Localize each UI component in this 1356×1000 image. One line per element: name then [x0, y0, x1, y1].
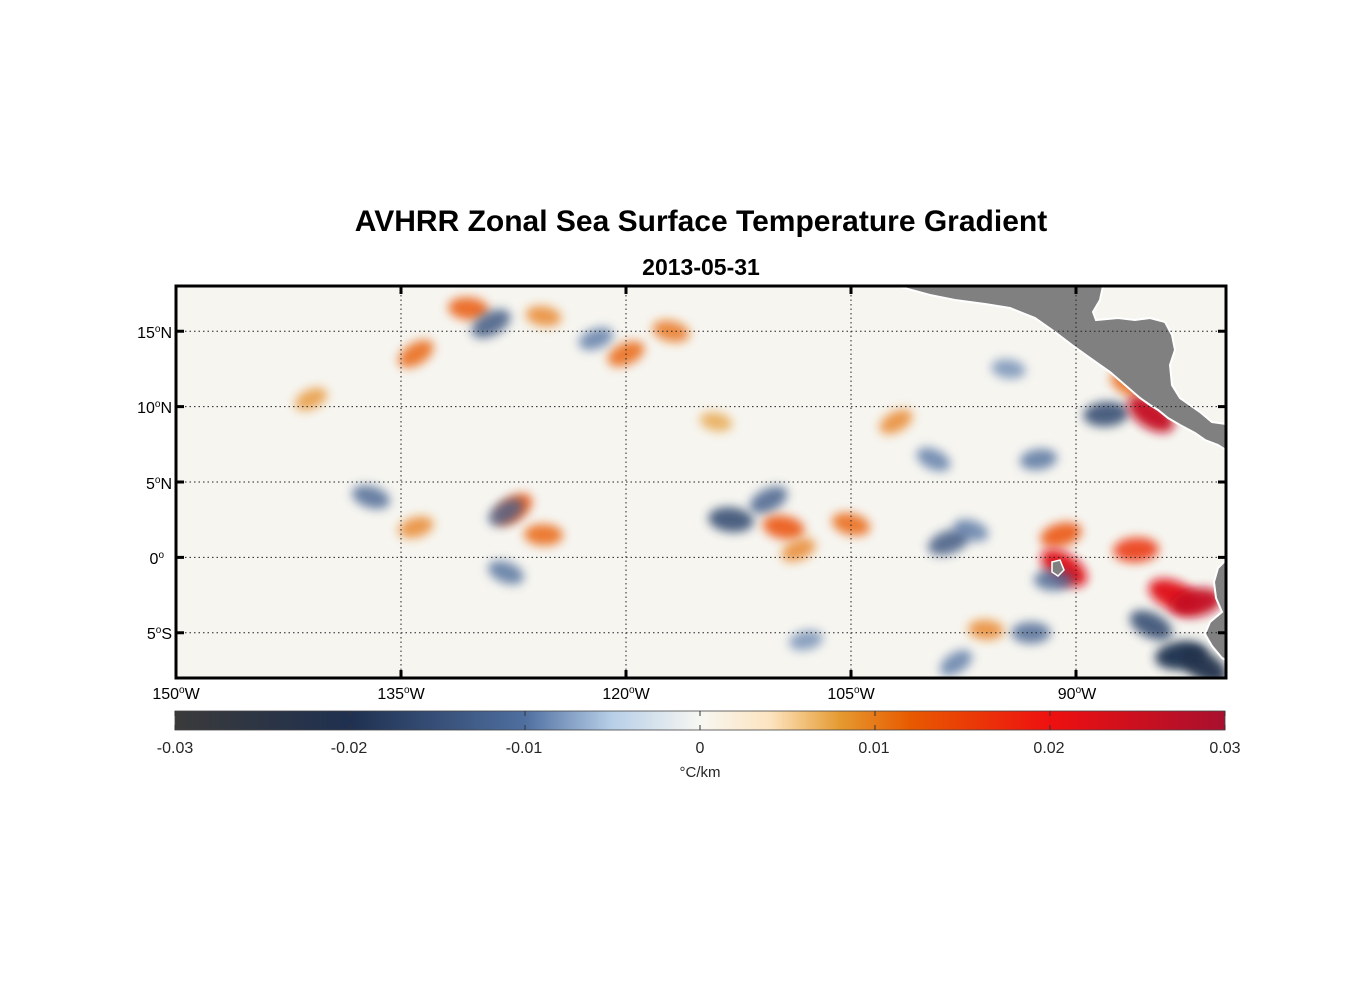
gradient-feature — [488, 498, 524, 526]
gradient-feature — [831, 512, 871, 536]
lon-label-120w: 120oW — [602, 685, 650, 703]
lat-label-0: 0o — [149, 550, 164, 568]
lat-label-15n: 15oN — [137, 324, 172, 342]
colorbar-label-0: 0 — [695, 740, 705, 757]
gradient-feature — [1041, 549, 1087, 587]
lon-label-105w: 105oW — [827, 685, 875, 703]
gradient-feature — [939, 650, 973, 676]
map-title: AVHRR Zonal Sea Surface Temperature Grad… — [354, 205, 1048, 238]
land-central-america — [896, 286, 1226, 452]
land-galapagos — [1051, 559, 1065, 577]
gradient-feature — [294, 387, 328, 411]
map-date: 2013-05-31 — [642, 254, 760, 280]
colorbar-label-n002: -0.02 — [330, 740, 368, 757]
land-south-america — [1203, 558, 1226, 662]
gradient-feature — [1170, 588, 1222, 618]
colorbar-label-p002: 0.02 — [1033, 740, 1065, 757]
lon-label-90w: 90oW — [1057, 685, 1097, 703]
gradient-feature — [708, 507, 754, 533]
gradient-feature — [762, 515, 805, 540]
gradient-feature — [991, 359, 1026, 379]
ocean-background — [176, 286, 1226, 678]
gradient-feature — [916, 447, 951, 472]
gradient-feature — [1127, 395, 1175, 433]
colorbar-label-p003: 0.03 — [1209, 740, 1241, 757]
lon-label-150w: 150oW — [152, 685, 200, 703]
gradient-feature — [448, 297, 489, 320]
colorbar-ticks — [174, 711, 1226, 730]
lon-label-135w: 135oW — [377, 685, 425, 703]
gradient-feature — [351, 485, 391, 509]
land-layer — [896, 286, 1226, 662]
colorbar-label-n003: -0.03 — [156, 740, 194, 757]
gradient-feature — [525, 305, 562, 327]
lat-label-5n: 5oN — [145, 475, 172, 493]
gradient-feature — [781, 538, 816, 562]
gradient-feature — [968, 619, 1004, 640]
gradient-feature — [578, 327, 614, 351]
lat-label-5s: 5oS — [146, 625, 172, 643]
gradient-feature — [789, 630, 823, 651]
colorbar-unit: °C/km — [679, 764, 721, 781]
gradient-feature — [1179, 648, 1226, 678]
gradient-feature — [1083, 401, 1129, 427]
gradient-feature — [398, 516, 434, 539]
gradient-feature — [1019, 448, 1058, 471]
gradient-feature — [879, 409, 913, 435]
gradient-feature — [928, 529, 969, 556]
gradient-field — [294, 297, 1226, 678]
gradient-feature — [953, 519, 989, 542]
gradient-feature — [488, 560, 524, 585]
gradient-feature — [1113, 537, 1159, 563]
axis-ticks — [174, 286, 1226, 678]
gradient-feature — [398, 339, 434, 368]
gradient-feature — [1033, 569, 1074, 591]
gradient-feature — [699, 412, 733, 432]
colorbar-label-n001: -0.01 — [505, 740, 543, 757]
gradient-feature — [523, 523, 564, 546]
lat-label-10n: 10oN — [137, 399, 172, 417]
gradient-feature — [749, 486, 788, 514]
gradient-feature — [1040, 522, 1082, 548]
colorbar-label-p001: 0.01 — [858, 740, 890, 757]
